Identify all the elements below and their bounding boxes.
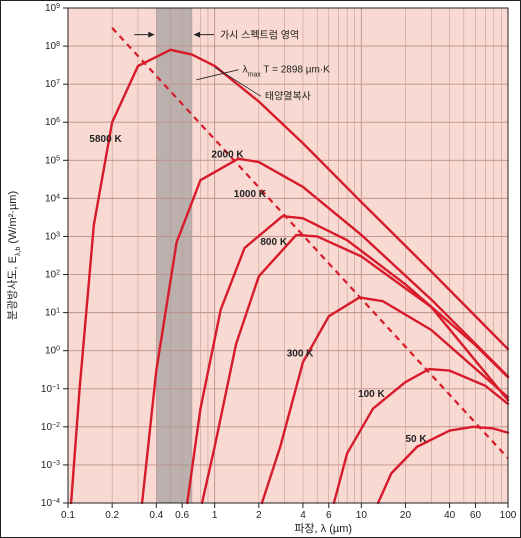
curve-label-1000: 1000 K xyxy=(234,189,267,200)
x-tick-label: 20 xyxy=(400,510,412,521)
y-tick-label: 10−2 xyxy=(41,421,60,433)
curve-label-300: 300 K xyxy=(287,349,314,360)
planck-spectrum-chart: 5800 K 2000 K 1000 K 800 K 300 K 100 K 50 K 가시 … xyxy=(0,0,521,538)
y-tick-label: 105 xyxy=(45,155,60,167)
curve-label-100: 100 K xyxy=(358,389,385,400)
curve-label-50: 50 K xyxy=(405,434,427,445)
x-tick-label: 6 xyxy=(326,510,332,521)
x-tick-label: 10 xyxy=(356,510,368,521)
y-tick-label: 10−4 xyxy=(41,498,60,510)
y-tick-label: 102 xyxy=(45,269,60,281)
x-tick-label: 60 xyxy=(470,510,482,521)
y-tick-label: 108 xyxy=(45,41,60,53)
y-tick-label: 109 xyxy=(45,3,60,15)
x-tick-label: 2 xyxy=(256,510,262,521)
y-tick-label: 100 xyxy=(45,345,60,357)
x-tick-label: 0.1 xyxy=(61,510,75,521)
visible-spectrum-label: 가시 스펙트럼 영역 xyxy=(220,29,299,42)
x-tick-label: 0.2 xyxy=(105,510,119,521)
curve-label-2000: 2000 K xyxy=(211,149,244,160)
x-tick-label: 0.4 xyxy=(149,510,163,521)
solar-radiation-label: 태양열복사 xyxy=(265,90,311,102)
y-tick-label: 10−1 xyxy=(41,383,60,395)
x-tick-label: 1 xyxy=(212,510,218,521)
x-tick-label: 100 xyxy=(500,510,517,521)
y-axis-title: 분광방사도, Eλ,b (W/m²·µm) xyxy=(6,191,22,320)
y-tick-label: 107 xyxy=(45,79,60,91)
x-tick-label: 0.6 xyxy=(175,510,189,521)
x-axis-title: 파장, λ (µm) xyxy=(294,522,352,535)
x-tick-label: 40 xyxy=(444,510,456,521)
y-tick-label: 106 xyxy=(45,117,60,129)
plot-area xyxy=(68,8,508,503)
x-tick-label: 4 xyxy=(300,510,306,521)
y-tick-label: 103 xyxy=(45,231,60,243)
y-tick-label: 101 xyxy=(45,307,60,319)
y-tick-label: 10−3 xyxy=(41,459,60,471)
curve-label-5800: 5800 K xyxy=(89,134,122,145)
y-tick-label: 104 xyxy=(45,193,60,205)
curve-label-800: 800 K xyxy=(260,237,287,248)
